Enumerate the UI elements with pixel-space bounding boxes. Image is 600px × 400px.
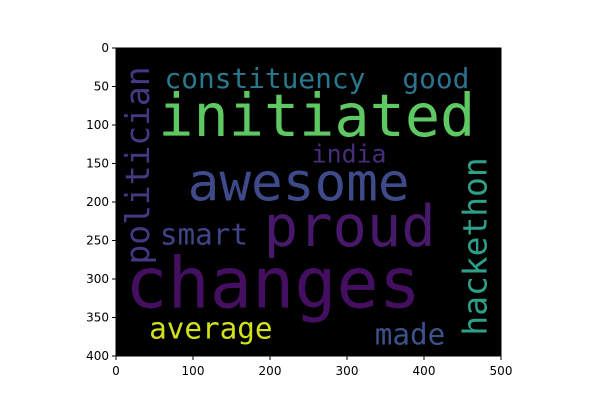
y-tick-label: 250 xyxy=(86,234,109,248)
y-tick-label: 300 xyxy=(86,272,109,286)
x-tick-label: 400 xyxy=(413,364,436,378)
y-tick-label: 0 xyxy=(101,41,109,55)
word-constituency: constituency xyxy=(165,62,366,95)
y-tick-label: 200 xyxy=(86,195,109,209)
y-tick-label: 350 xyxy=(86,311,109,325)
word-hackethon: hackethon xyxy=(455,157,494,335)
x-axis: 0 100 200 300 400 500 xyxy=(112,356,512,378)
word-good: good xyxy=(402,62,469,95)
word-made: made xyxy=(375,318,446,352)
wordcloud-background xyxy=(116,48,501,356)
word-initiated: initiated xyxy=(158,82,475,150)
word-proud: proud xyxy=(264,194,436,260)
y-tick-label: 100 xyxy=(86,118,109,132)
word-awesome: awesome xyxy=(188,153,410,214)
x-tick-label: 100 xyxy=(182,364,205,378)
y-axis: 0 50 100 150 200 250 300 350 400 xyxy=(86,41,116,363)
word-average: average xyxy=(149,311,272,345)
word-smart: smart xyxy=(160,218,248,252)
x-tick-label: 300 xyxy=(336,364,359,378)
word-politician: politician xyxy=(118,66,157,264)
x-tick-label: 500 xyxy=(490,364,513,378)
y-tick-label: 400 xyxy=(86,349,109,363)
y-tick-label: 150 xyxy=(86,157,109,171)
word-india: india xyxy=(312,139,387,168)
x-tick-label: 0 xyxy=(112,364,120,378)
word-changes: changes xyxy=(125,242,421,324)
x-tick-label: 200 xyxy=(259,364,282,378)
y-tick-label: 50 xyxy=(94,80,109,94)
